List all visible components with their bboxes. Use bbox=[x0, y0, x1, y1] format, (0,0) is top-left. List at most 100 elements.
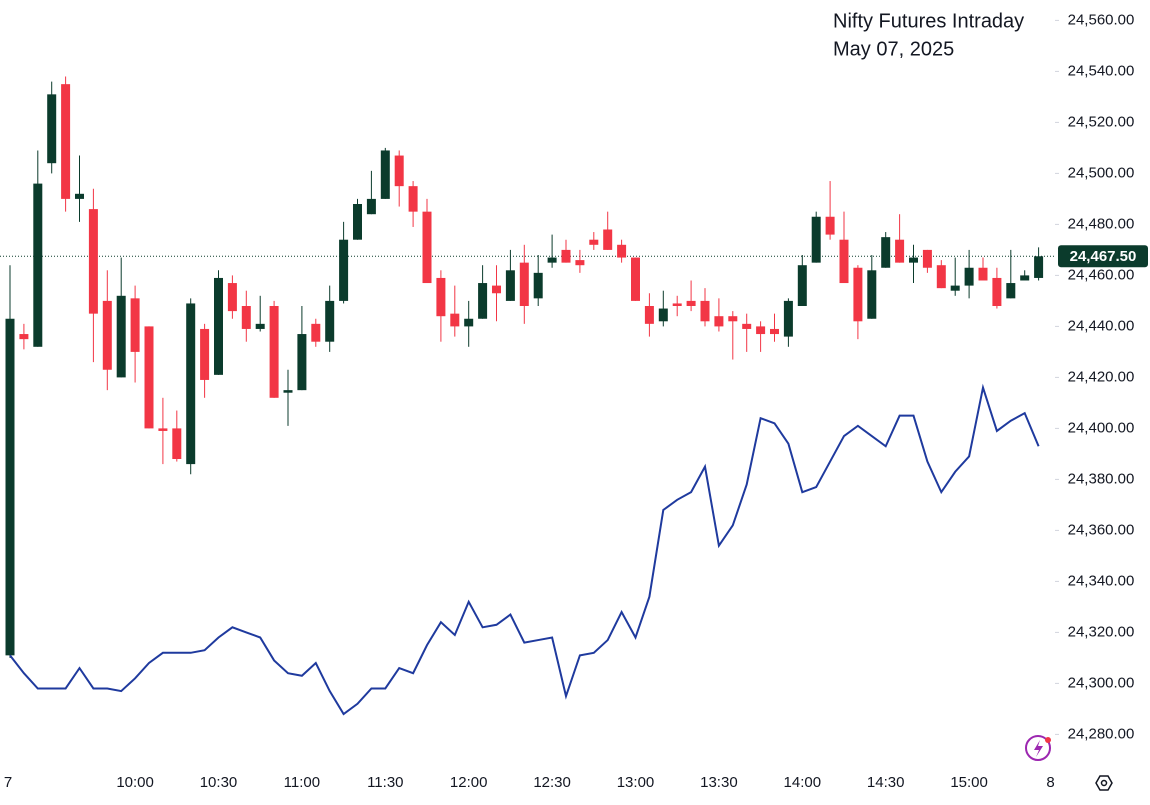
candle-body bbox=[325, 300, 335, 342]
candle-body bbox=[1006, 283, 1016, 299]
candle-body bbox=[992, 277, 1002, 306]
candle-body bbox=[547, 257, 557, 263]
candle-body bbox=[505, 270, 515, 301]
candle-body bbox=[811, 216, 821, 263]
candle-body bbox=[909, 257, 918, 263]
candle-body bbox=[172, 428, 182, 459]
candle-body bbox=[269, 306, 279, 398]
candle-body bbox=[881, 237, 891, 268]
candle-body bbox=[825, 216, 835, 235]
candle-body bbox=[102, 300, 112, 370]
candle-body bbox=[770, 328, 779, 335]
y-tick-label: 24,500.00 bbox=[1068, 164, 1135, 181]
candle-body bbox=[88, 209, 98, 314]
candle-body bbox=[5, 318, 15, 656]
candle-body bbox=[644, 306, 654, 324]
y-tick-label: 24,340.00 bbox=[1068, 572, 1135, 589]
y-tick-label: 24,420.00 bbox=[1068, 368, 1135, 385]
candle-body bbox=[478, 283, 488, 319]
candle-body bbox=[144, 326, 154, 429]
candle-body bbox=[380, 150, 390, 199]
x-tick-label: 15:00 bbox=[950, 774, 988, 791]
candle-body bbox=[241, 306, 251, 329]
candle-body bbox=[75, 193, 84, 199]
y-tick-label: 24,540.00 bbox=[1068, 62, 1135, 79]
candle-body bbox=[936, 265, 946, 289]
candle-body bbox=[658, 308, 668, 322]
x-tick-label: 7 bbox=[4, 774, 12, 791]
last-price-label: 24,467.50 bbox=[1070, 248, 1137, 265]
candle-body bbox=[895, 239, 905, 263]
y-tick-label: 24,440.00 bbox=[1068, 317, 1135, 334]
x-tick-label: 10:30 bbox=[200, 774, 238, 791]
candle-body bbox=[561, 249, 571, 263]
y-tick-label: 24,460.00 bbox=[1068, 266, 1135, 283]
x-tick-label: 10:00 bbox=[116, 774, 154, 791]
candle-body bbox=[19, 334, 29, 340]
y-tick-label: 24,360.00 bbox=[1068, 521, 1135, 538]
candle-body bbox=[464, 318, 474, 327]
candle-body bbox=[283, 390, 293, 393]
x-tick-label: 8 bbox=[1046, 774, 1054, 791]
candle-body bbox=[436, 277, 446, 317]
candle-body bbox=[297, 334, 307, 391]
candle-body bbox=[214, 277, 223, 375]
candle-body bbox=[311, 323, 321, 342]
x-tick-label: 14:00 bbox=[784, 774, 822, 791]
y-tick-label: 24,380.00 bbox=[1068, 470, 1135, 487]
candle-body bbox=[853, 267, 863, 322]
candle-body bbox=[186, 303, 196, 465]
candle-body bbox=[1020, 275, 1030, 281]
y-tick-label: 24,560.00 bbox=[1068, 11, 1135, 28]
candle-body bbox=[950, 285, 960, 291]
candle-body bbox=[631, 257, 640, 301]
candle-body bbox=[714, 316, 724, 327]
candle-body bbox=[519, 262, 529, 306]
chart-title: Nifty Futures Intraday bbox=[833, 10, 1024, 32]
y-tick-label: 24,320.00 bbox=[1068, 623, 1135, 640]
candle-body bbox=[422, 211, 432, 284]
candle-body bbox=[227, 283, 237, 312]
candle-body bbox=[797, 265, 807, 306]
candle-body bbox=[61, 84, 71, 199]
y-tick-label: 24,300.00 bbox=[1068, 674, 1135, 691]
candle-body bbox=[339, 239, 349, 301]
x-tick-label: 13:30 bbox=[700, 774, 738, 791]
candle-body bbox=[672, 303, 682, 306]
candle-body bbox=[756, 326, 766, 335]
candle-body bbox=[47, 94, 57, 164]
y-tick-label: 24,480.00 bbox=[1068, 215, 1135, 232]
x-tick-label: 11:30 bbox=[367, 774, 403, 791]
candle-body bbox=[255, 323, 265, 329]
candle-body bbox=[603, 229, 613, 250]
candle-body bbox=[617, 244, 627, 258]
candle-body bbox=[686, 300, 696, 306]
candle-body bbox=[492, 285, 501, 294]
candle-body bbox=[589, 239, 599, 245]
candle-body bbox=[353, 204, 362, 240]
candle-body bbox=[116, 295, 126, 378]
candle-body bbox=[408, 186, 418, 212]
candle-body bbox=[700, 300, 710, 322]
candle-body bbox=[783, 300, 793, 337]
candle-body bbox=[130, 298, 140, 352]
candle-body bbox=[158, 428, 168, 431]
candle-body bbox=[839, 239, 849, 284]
last-price-box bbox=[1058, 245, 1148, 268]
y-tick-label: 24,520.00 bbox=[1068, 113, 1135, 130]
settings-icon[interactable] bbox=[1095, 775, 1113, 791]
candle-body bbox=[922, 249, 932, 268]
candle-body bbox=[575, 260, 585, 266]
y-tick-label: 24,280.00 bbox=[1068, 725, 1135, 742]
candle-body bbox=[1034, 256, 1044, 278]
candle-body bbox=[728, 316, 738, 322]
candle-body bbox=[366, 198, 376, 215]
chart-subtitle: May 07, 2025 bbox=[833, 38, 954, 60]
candle-body bbox=[533, 272, 543, 299]
candle-body bbox=[450, 313, 460, 327]
x-tick-label: 12:00 bbox=[450, 774, 488, 791]
x-tick-label: 14:30 bbox=[867, 774, 905, 791]
x-tick-label: 13:00 bbox=[617, 774, 655, 791]
